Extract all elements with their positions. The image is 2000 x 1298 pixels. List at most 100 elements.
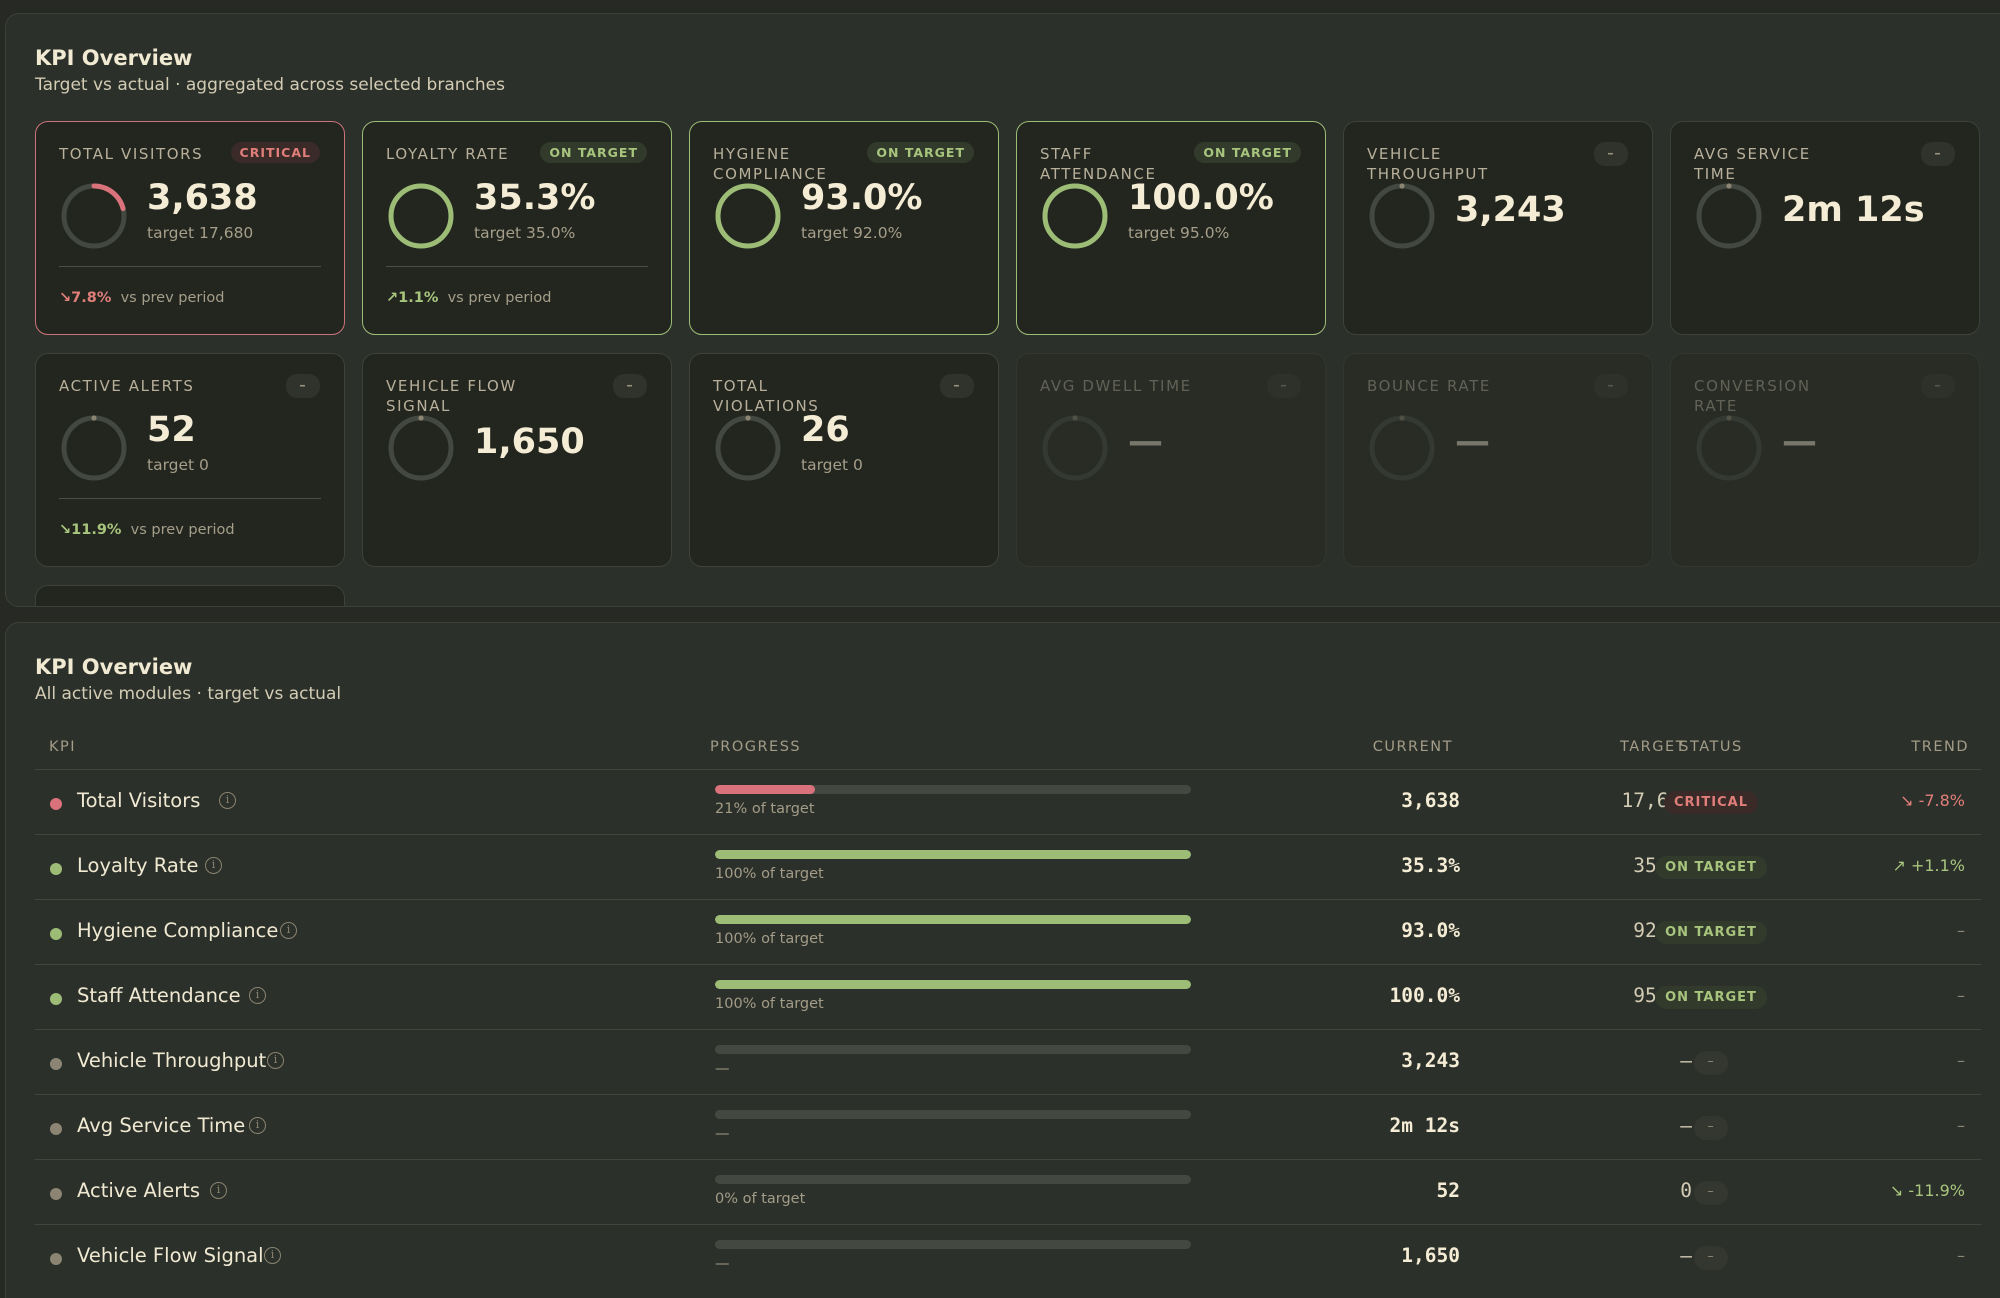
kpi-card-value: 52 [147,410,196,450]
panel-subtitle: Target vs actual · aggregated across sel… [35,75,505,95]
current-value: 1,650 [1401,1244,1460,1267]
trend-value: – [1957,1051,1965,1070]
progress-bar [715,1240,1191,1249]
change-value: 11.9% [71,522,122,538]
kpi-name: Active Alerts [77,1179,201,1202]
progress-ring-icon [388,415,454,481]
kpi-card-label: Staff Attendance [1040,145,1157,183]
kpi-card[interactable]: Avg Service Time – 2m 12s [1670,121,1980,335]
progress-label: — [715,1126,730,1142]
status-dot-icon [50,1188,62,1200]
kpi-card[interactable]: Vehicle Flow Signal – 1,650 [362,353,672,567]
progress-ring-icon [715,183,781,249]
status-badge: – [1921,142,1955,166]
kpi-card[interactable]: Avg Dwell Time – — [1016,353,1326,567]
change-value: 1.1% [398,290,439,306]
kpi-card[interactable]: Conversion Rate – — [1670,353,1980,567]
kpi-card[interactable] [35,585,345,606]
info-icon[interactable]: i [205,857,222,874]
column-header-status[interactable]: STATUS [1679,739,1743,755]
progress-bar-fill [715,915,1191,924]
kpi-card-target: target 92.0% [801,224,903,242]
kpi-card-value: 100.0% [1128,178,1274,218]
info-icon[interactable]: i [210,1182,227,1199]
progress-bar-fill [715,980,1191,989]
info-icon[interactable]: i [280,922,297,939]
column-header-target[interactable]: TARGET [1620,739,1686,755]
column-header-progress[interactable]: PROGRESS [710,739,802,755]
info-icon[interactable]: i [249,987,266,1004]
progress-label: 100% of target [715,931,824,947]
status-badge: CRITICAL [230,142,320,163]
column-header-kpi[interactable]: KPI [49,739,77,755]
kpi-name: Avg Service Time [77,1114,246,1137]
kpi-card[interactable]: Total Visitors CRITICAL 3,638 target 17,6… [35,121,345,335]
kpi-card-value: 35.3% [474,178,596,218]
trend-value: ↘ -7.8% [1900,791,1965,810]
trend-value: ↘ -11.9% [1889,1181,1965,1200]
kpi-card-label: Loyalty Rate [386,145,510,163]
table-row[interactable]: Vehicle Flow Signal i — 1,650 — – – [35,1224,1981,1289]
kpi-card-value: — [1782,422,1817,462]
status-dot-icon [50,1123,62,1135]
progress-label: 21% of target [715,801,815,817]
table-row[interactable]: Active Alerts i 0% of target 52 0 – ↘ -1… [35,1159,1981,1224]
info-icon[interactable]: i [264,1247,281,1264]
kpi-card[interactable]: Staff Attendance ON TARGET 100.0% target … [1016,121,1326,335]
status-badge: – [1694,1051,1728,1075]
column-header-trend[interactable]: TREND [1911,739,1969,755]
table-row[interactable]: Loyalty Rate i 100% of target 35.3% 35.0… [35,834,1981,899]
current-value: 3,638 [1401,789,1460,812]
target-value: — [1680,1049,1692,1072]
kpi-card[interactable]: Vehicle Throughput – 3,243 [1343,121,1653,335]
kpi-card-target: target 95.0% [1128,224,1230,242]
trend-icon: ↘ [59,522,72,538]
kpi-card-change: ↘7.8% vs prev period [59,290,225,306]
kpi-card-value: 26 [801,410,850,450]
table-row[interactable]: Total Visitors i 21% of target 3,638 17,… [35,769,1981,834]
progress-ring-icon [388,183,454,249]
progress-bar [715,915,1191,924]
progress-ring-icon [61,415,127,481]
kpi-card[interactable]: Total Violations – 26 target 0 [689,353,999,567]
info-icon[interactable]: i [249,1117,266,1134]
kpi-card[interactable]: Hygiene Compliance ON TARGET 93.0% target… [689,121,999,335]
kpi-card-label: Vehicle Flow Signal [386,377,517,415]
info-icon[interactable]: i [219,792,236,809]
progress-ring-icon [1696,415,1762,481]
progress-bar [715,850,1191,859]
info-icon[interactable]: i [267,1052,284,1069]
status-badge: – [1267,374,1301,398]
kpi-card-value: 3,638 [147,178,258,218]
progress-bar [715,785,1191,794]
kpi-card[interactable]: Bounce Rate – — [1343,353,1653,567]
kpi-card-value: 93.0% [801,178,923,218]
kpi-card[interactable]: Loyalty Rate ON TARGET 35.3% target 35.0%… [362,121,672,335]
kpi-card-target: target 35.0% [474,224,576,242]
current-value: 35.3% [1401,854,1460,877]
status-dot-icon [50,798,62,810]
kpi-name: Loyalty Rate [77,854,199,877]
kpi-card[interactable]: Active Alerts – 52 target 0 ↘11.9% vs pre… [35,353,345,567]
status-badge: ON TARGET [1194,142,1301,163]
trend-icon: ↘ [59,290,72,306]
trend-value: – [1957,986,1965,1005]
table-row[interactable]: Vehicle Throughput i — 3,243 — – – [35,1029,1981,1094]
kpi-card-change: ↗1.1% vs prev period [386,290,552,306]
table-row[interactable]: Hygiene Compliance i 100% of target 93.0… [35,899,1981,964]
progress-ring-icon [61,183,127,249]
table-row[interactable]: Staff Attendance i 100% of target 100.0%… [35,964,1981,1029]
column-header-current[interactable]: CURRENT [1372,739,1453,755]
kpi-table-panel: KPI Overview All active modules · target… [5,622,2000,1298]
kpi-card-value: — [1455,422,1490,462]
table-row[interactable]: Avg Service Time i — 2m 12s — – – [35,1094,1981,1159]
status-badge: ON TARGET [867,142,974,163]
kpi-card-target: target 0 [801,456,863,474]
kpi-name: Hygiene Compliance [77,919,279,942]
progress-bar [715,1175,1191,1184]
progress-ring-icon [1369,415,1435,481]
kpi-card-value: 3,243 [1455,190,1566,230]
progress-label: 100% of target [715,866,824,882]
status-badge: ON TARGET [1655,986,1767,1009]
trend-value: – [1957,921,1965,940]
